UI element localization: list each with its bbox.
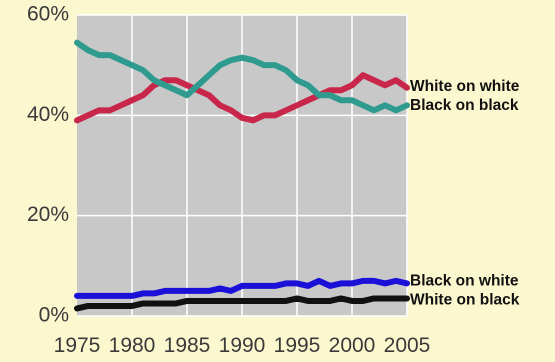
y-tick-label: 60% <box>27 3 69 26</box>
series-line-white-on-white <box>74 72 410 124</box>
y-tick-label: 0% <box>39 304 69 327</box>
x-tick-label: 1985 <box>164 334 211 357</box>
series-lines <box>74 39 410 312</box>
series-labels: White on white Black on black Black on whi… <box>410 78 520 308</box>
series-label-black-on-white: Black on white <box>410 273 519 290</box>
grid <box>77 14 408 317</box>
series-line-black-on-black <box>74 39 410 114</box>
x-axis-ticks: 1975 1980 1985 1990 1995 2000 2005 <box>54 334 431 357</box>
series-label-white-on-black: White on black <box>410 292 520 309</box>
x-tick-label: 2000 <box>329 334 376 357</box>
x-tick-label: 2005 <box>384 334 431 357</box>
series-line-white-on-black <box>74 295 410 312</box>
x-tick-label: 1975 <box>54 334 101 357</box>
series-label-white-on-white: White on white <box>410 78 520 95</box>
y-tick-label: 20% <box>27 203 69 226</box>
x-tick-label: 1990 <box>219 334 266 357</box>
x-tick-label: 1980 <box>109 334 156 357</box>
x-tick-label: 1995 <box>274 334 321 357</box>
y-tick-label: 40% <box>27 103 69 126</box>
series-line-black-on-white <box>74 277 410 299</box>
y-axis-ticks: 0% 20% 40% 60% <box>27 3 69 327</box>
series-label-black-on-black: Black on black <box>410 97 519 114</box>
